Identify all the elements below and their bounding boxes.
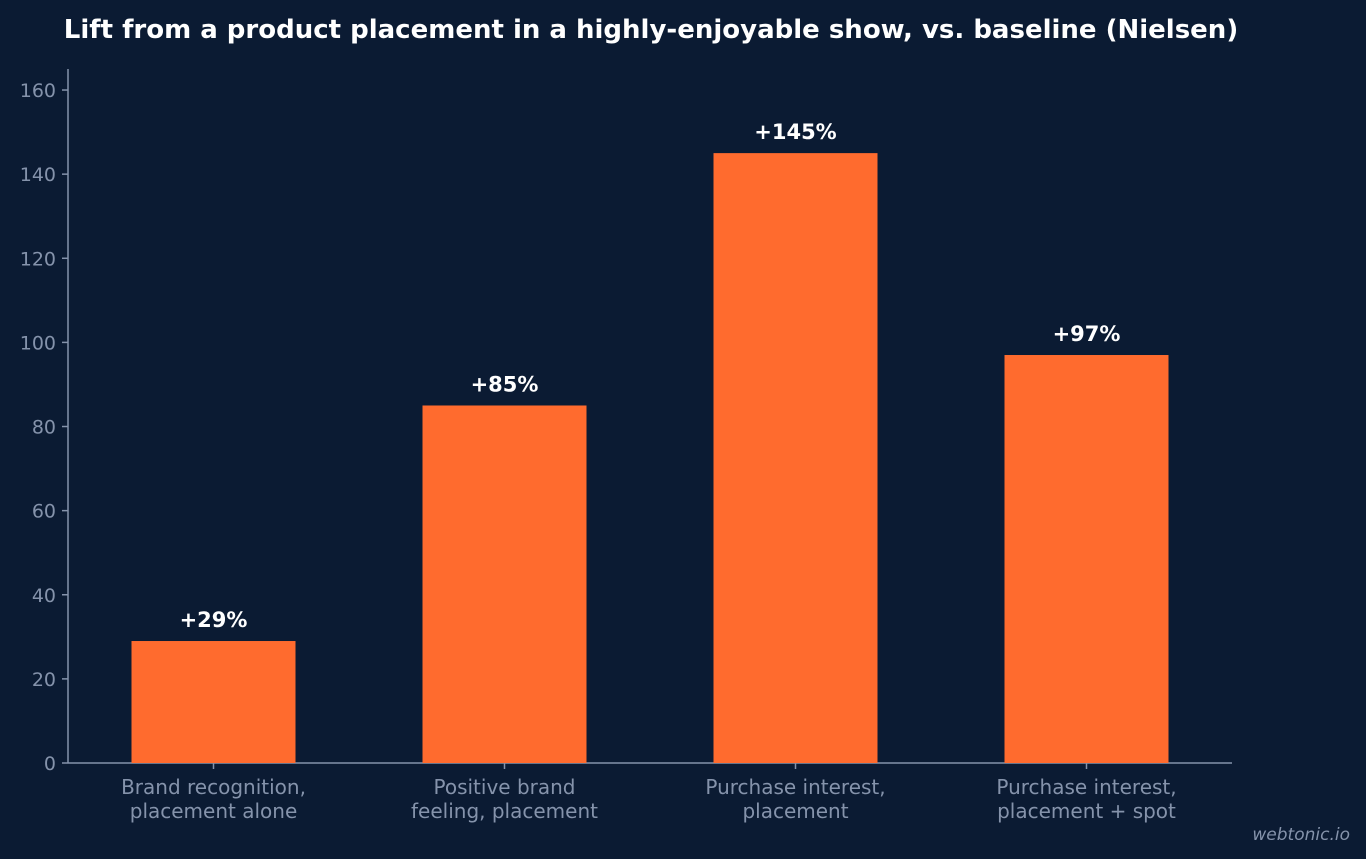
bar <box>131 641 296 763</box>
y-tick-label: 60 <box>32 501 56 523</box>
y-tick-label: 40 <box>32 585 56 607</box>
y-tick-label: 80 <box>32 417 56 439</box>
y-tick-label: 160 <box>20 80 56 102</box>
y-tick-label: 100 <box>20 332 56 354</box>
data-label: +145% <box>754 120 836 144</box>
bar <box>1004 355 1169 763</box>
bar <box>713 153 878 763</box>
bar <box>422 405 587 763</box>
data-label: +29% <box>180 608 248 632</box>
bars <box>131 153 1169 763</box>
x-tick-label: feeling, placement <box>411 799 598 823</box>
y-tick-label: 120 <box>20 248 56 270</box>
y-tick-label: 140 <box>20 164 56 186</box>
data-labels: +29% +85% +145% +97% <box>180 120 1121 632</box>
data-label: +85% <box>471 372 539 396</box>
chart-title: Lift from a product placement in a highl… <box>64 15 1238 45</box>
x-tick-label: Brand recognition, <box>121 775 306 799</box>
x-tick-label: Purchase interest, <box>705 775 885 799</box>
x-tick-label: placement <box>742 799 848 823</box>
x-tick-label: Positive brand <box>433 775 575 799</box>
y-tick-label: 0 <box>44 753 56 775</box>
x-tick-label: Purchase interest, <box>996 775 1176 799</box>
x-tick-label: placement alone <box>130 799 298 823</box>
x-axis-labels: Brand recognition,placement alone Positiv… <box>121 763 1177 823</box>
watermark-text: webtonic.io <box>1252 825 1350 845</box>
x-tick-label: placement + spot <box>997 799 1176 823</box>
y-tick-label: 20 <box>32 669 56 691</box>
y-axis-ticks: 0 20 40 60 80 100 120 140 160 <box>20 80 68 775</box>
data-label: +97% <box>1053 322 1121 346</box>
